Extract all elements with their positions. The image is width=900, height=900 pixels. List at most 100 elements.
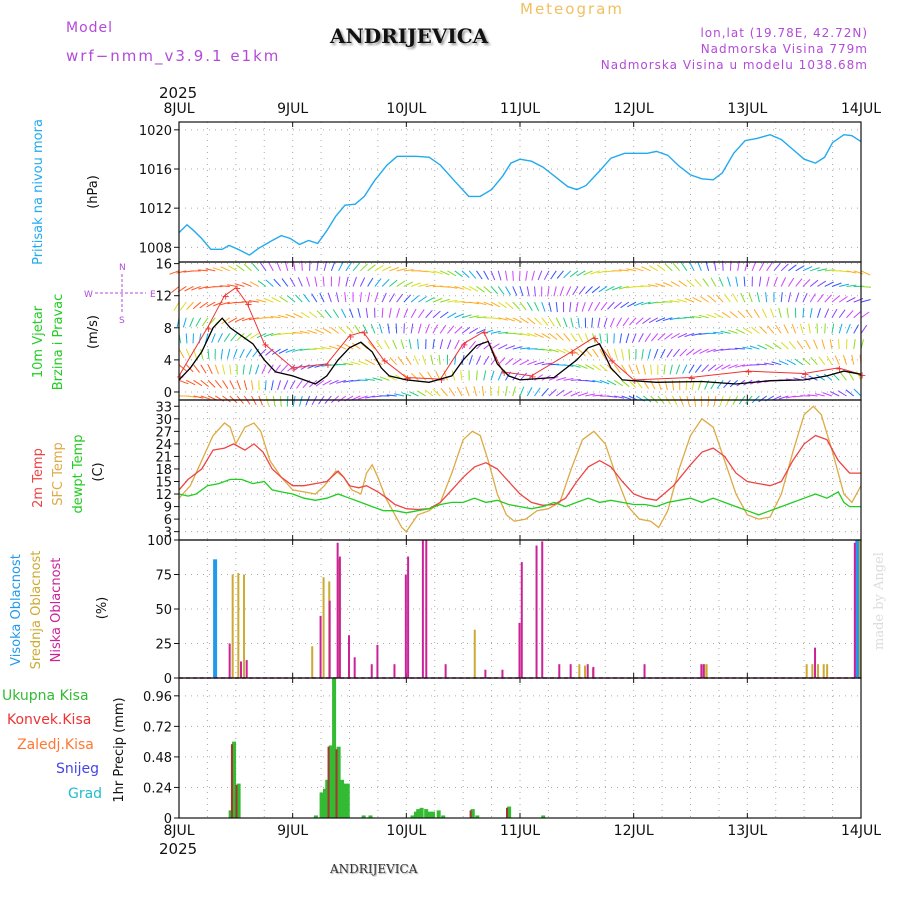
wind-barb [490,370,495,381]
precip-bar-total [319,792,324,818]
gust-marker: + [324,360,332,371]
wind-barb [807,394,818,397]
wind-barb [618,285,629,290]
wind-ylabel-1: 10m Vjetar [31,305,46,378]
precip-bar-total [427,811,432,818]
wind-barb [394,393,405,397]
wind-barb [629,317,637,326]
wind-barb [838,339,840,350]
wind-barb [381,292,387,303]
precip-bar-total [430,811,435,818]
wind-barb [672,348,681,358]
wind-barb [448,387,456,397]
wind-barb [647,348,652,359]
wind-barb [179,301,187,311]
wind-barb [418,270,429,273]
wind-barb [305,395,311,406]
wind-barb [660,348,666,359]
wind-barb [641,266,651,272]
y-tick-label: 1008 [139,241,172,256]
wind-barb [447,285,458,289]
wind-barb [577,392,588,397]
wind-barb [570,379,581,381]
wind-barb [713,331,724,334]
wind-barb [490,343,500,350]
precip-legend-2: Zaledj.Kisa [17,737,94,753]
wind-barb [655,283,666,287]
gust-marker: + [460,340,468,351]
panel-precip [179,678,861,818]
wind-barb [381,307,384,318]
wind-barb [635,364,640,375]
wind-barb [543,270,550,280]
wind-barb [206,301,216,308]
wind-barb [419,372,427,381]
wind-barb [295,294,303,303]
wind-barb [714,364,724,371]
wind-barb [336,344,347,350]
wind-barb [170,286,180,294]
wind-barb [572,286,579,296]
wind-barb [694,364,702,373]
wind-barb [229,364,232,375]
wind-barb [534,361,545,366]
wind-barb [234,283,245,287]
wind-barb [454,339,460,350]
wind-barb [519,317,529,324]
wind-barb [548,376,559,381]
precip-bar-total [475,815,480,818]
wind-barb [446,339,452,350]
wind-barb [795,278,803,287]
y-tick-label: 16 [155,258,172,273]
wind-barb [838,296,848,303]
wind-barb [389,267,399,272]
wind-barb [860,285,872,288]
wind-barb [481,386,485,397]
cloud-bar-low [586,664,589,678]
wind-barb [192,301,202,310]
x-tick-label-top: 11JUL [500,101,540,117]
model-elevation: Nadmorska Visina u modelu 1038.68m [600,58,868,72]
wind-barb [405,355,412,365]
precip-bar-convective [469,810,472,818]
wind-barb [642,317,651,325]
wind-barb [498,331,509,334]
y-tick-label: 0.24 [143,781,172,796]
wind-barb [461,286,472,291]
wind-barb [534,286,536,297]
wind-barb [410,323,414,334]
gust-marker: + [688,374,696,385]
wind-barb [395,323,398,334]
wind-barb [679,395,684,406]
wind-barb [592,379,603,384]
precip-bar-total [228,810,233,818]
wind-barb [178,379,189,385]
wind-barb [783,324,789,334]
wind-barb [526,301,533,311]
wind-barb [697,261,702,272]
cloud-bar-low [814,647,817,678]
wind-barb [200,395,211,400]
wind-barb [476,355,482,365]
wind-barb [860,270,871,276]
wind-barb [173,301,180,311]
wind-barb [375,340,383,350]
wind-barb [686,395,690,406]
model-label: Model [66,20,114,36]
wind-barb [417,339,419,350]
wind-barb [311,293,318,303]
wind-barb [314,276,318,287]
wind-barb [270,380,274,391]
wind-barb [283,380,289,390]
wind-barb [669,300,680,303]
wind-barb [512,332,523,335]
wind-barb [193,364,200,373]
wind-barb [519,359,530,366]
wind-barb [853,324,859,334]
wind-barb [505,286,511,296]
wind-barb [413,355,419,365]
wind-barb [242,364,245,375]
wind-barb [622,317,630,327]
cloud-bar-low [328,600,331,678]
wind-barb [497,301,507,309]
